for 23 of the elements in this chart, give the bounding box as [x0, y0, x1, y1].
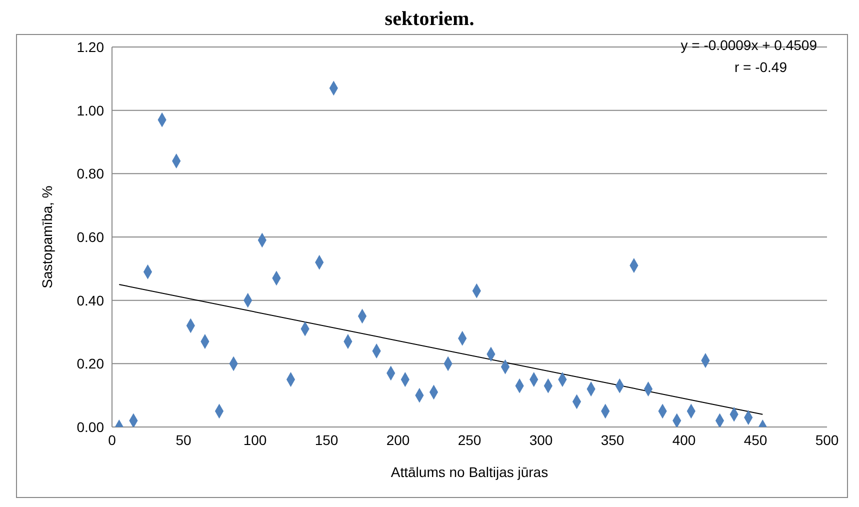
x-tick-label: 300 [529, 432, 553, 448]
x-tick-label: 150 [314, 432, 338, 448]
x-tick-label: 350 [600, 432, 624, 448]
chart-title: sektoriem. [384, 8, 476, 32]
y-tick-label: 0.20 [76, 356, 104, 372]
x-tick-label: 100 [243, 432, 267, 448]
x-tick-label: 500 [815, 432, 839, 448]
x-tick-label: 400 [672, 432, 696, 448]
y-tick-label: 0.80 [76, 166, 104, 182]
x-tick-label: 250 [458, 432, 482, 448]
y-tick-label: 1.20 [76, 38, 104, 55]
x-axis-title: Attālums no Baltijas jūras [390, 464, 548, 480]
y-axis-title: Sastopamība, % [38, 186, 55, 288]
y-tick-label: 0.60 [76, 228, 104, 245]
x-tick-label: 0 [108, 432, 116, 448]
y-tick-label: 1.00 [76, 102, 104, 118]
y-tick-label: 0.00 [76, 418, 104, 435]
annotation: r = -0.49 [733, 59, 788, 75]
x-tick-label: 50 [176, 432, 192, 448]
y-tick-label: 0.40 [76, 292, 104, 308]
x-tick-label: 200 [386, 432, 410, 448]
x-tick-label: 450 [744, 432, 768, 448]
annotation: y = -0.0009x + 0.4509 [680, 37, 817, 53]
